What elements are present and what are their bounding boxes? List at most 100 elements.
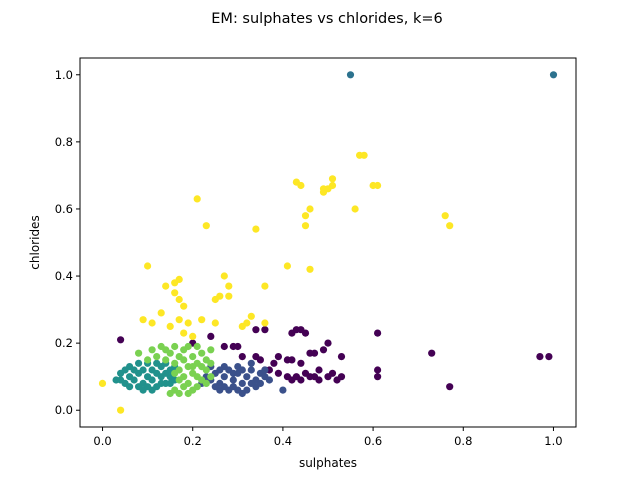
data-point	[256, 379, 264, 387]
y-axis-ticks: 0.0 0.2 0.4 0.6 0.8 1.0	[55, 68, 80, 417]
data-point	[157, 379, 165, 387]
data-point	[252, 225, 260, 233]
data-point	[252, 326, 260, 334]
data-point	[117, 336, 125, 344]
data-point	[274, 353, 282, 361]
data-point	[216, 366, 224, 374]
data-point	[220, 272, 228, 280]
data-point	[297, 359, 305, 367]
data-point	[175, 295, 183, 304]
data-point	[175, 316, 183, 324]
y-tick-label: 0.6	[55, 202, 73, 216]
data-point	[274, 369, 282, 377]
data-point	[184, 319, 192, 327]
data-point	[256, 356, 264, 364]
data-point	[337, 353, 346, 361]
data-point	[243, 319, 251, 327]
data-point	[247, 312, 255, 320]
data-point	[193, 342, 201, 351]
data-point	[328, 181, 337, 190]
data-point	[319, 346, 328, 354]
data-point	[310, 349, 319, 357]
data-point	[247, 379, 255, 387]
data-point	[243, 373, 251, 381]
data-point	[288, 356, 296, 364]
data-point	[117, 406, 125, 414]
data-point	[139, 366, 147, 374]
data-point	[306, 205, 314, 213]
data-point	[238, 366, 246, 374]
data-point	[171, 359, 179, 367]
data-point	[98, 379, 107, 387]
data-point	[265, 376, 273, 384]
data-point	[153, 353, 161, 361]
data-point	[117, 376, 125, 384]
y-tick-label: 0.0	[55, 403, 73, 417]
data-point	[184, 342, 192, 351]
data-point	[144, 262, 152, 270]
x-axis-ticks: 0.0 0.2 0.4 0.6 0.8 1.0	[93, 427, 563, 448]
data-point	[270, 359, 278, 367]
data-point	[234, 342, 242, 351]
data-point	[162, 356, 170, 364]
data-point	[220, 383, 228, 391]
data-point	[301, 222, 310, 230]
data-point	[428, 349, 436, 357]
x-tick-label: 0.0	[93, 434, 111, 448]
x-tick-label: 1.0	[544, 434, 562, 448]
data-point	[175, 389, 183, 398]
data-point	[189, 332, 197, 340]
data-point	[207, 346, 215, 354]
data-point	[166, 379, 174, 387]
data-point	[198, 316, 206, 324]
data-point	[207, 359, 215, 367]
chart-title: EM: sulphates vs chlorides, k=6	[211, 11, 442, 27]
data-point	[545, 353, 553, 361]
data-point	[315, 376, 323, 384]
data-point	[225, 292, 233, 300]
data-point	[229, 383, 237, 391]
y-tick-label: 0.2	[55, 336, 73, 350]
data-point	[166, 389, 174, 398]
data-point	[148, 346, 156, 354]
data-point	[180, 383, 188, 391]
y-tick-label: 0.8	[55, 135, 73, 149]
data-point	[207, 373, 215, 381]
data-point	[292, 373, 300, 381]
data-point	[153, 359, 161, 367]
x-tick-label: 0.4	[274, 434, 292, 448]
data-point	[193, 373, 201, 381]
data-point	[198, 349, 206, 357]
data-point	[157, 309, 165, 317]
data-point	[211, 383, 219, 391]
data-point	[315, 366, 323, 374]
data-point	[144, 356, 152, 364]
data-point	[225, 282, 233, 290]
data-point	[261, 326, 269, 334]
data-point	[324, 339, 332, 347]
plot-frame	[79, 57, 577, 428]
data-point	[139, 316, 147, 324]
x-tick-label: 0.6	[364, 434, 382, 448]
y-tick-label: 1.0	[55, 68, 73, 82]
data-point	[446, 222, 454, 230]
data-point	[306, 265, 314, 273]
scatter-points	[98, 71, 558, 414]
data-point	[301, 329, 310, 337]
data-point	[180, 356, 188, 364]
data-point	[175, 275, 183, 283]
data-point	[135, 349, 143, 357]
data-point	[283, 262, 291, 270]
data-point	[148, 376, 156, 384]
data-point	[374, 366, 382, 374]
data-point	[135, 359, 143, 367]
data-point	[126, 383, 134, 391]
data-point	[229, 376, 237, 384]
data-point	[441, 212, 449, 220]
data-point	[238, 353, 246, 361]
data-point	[360, 151, 368, 159]
data-point	[193, 383, 201, 391]
data-point	[202, 379, 210, 387]
data-point	[229, 369, 237, 377]
